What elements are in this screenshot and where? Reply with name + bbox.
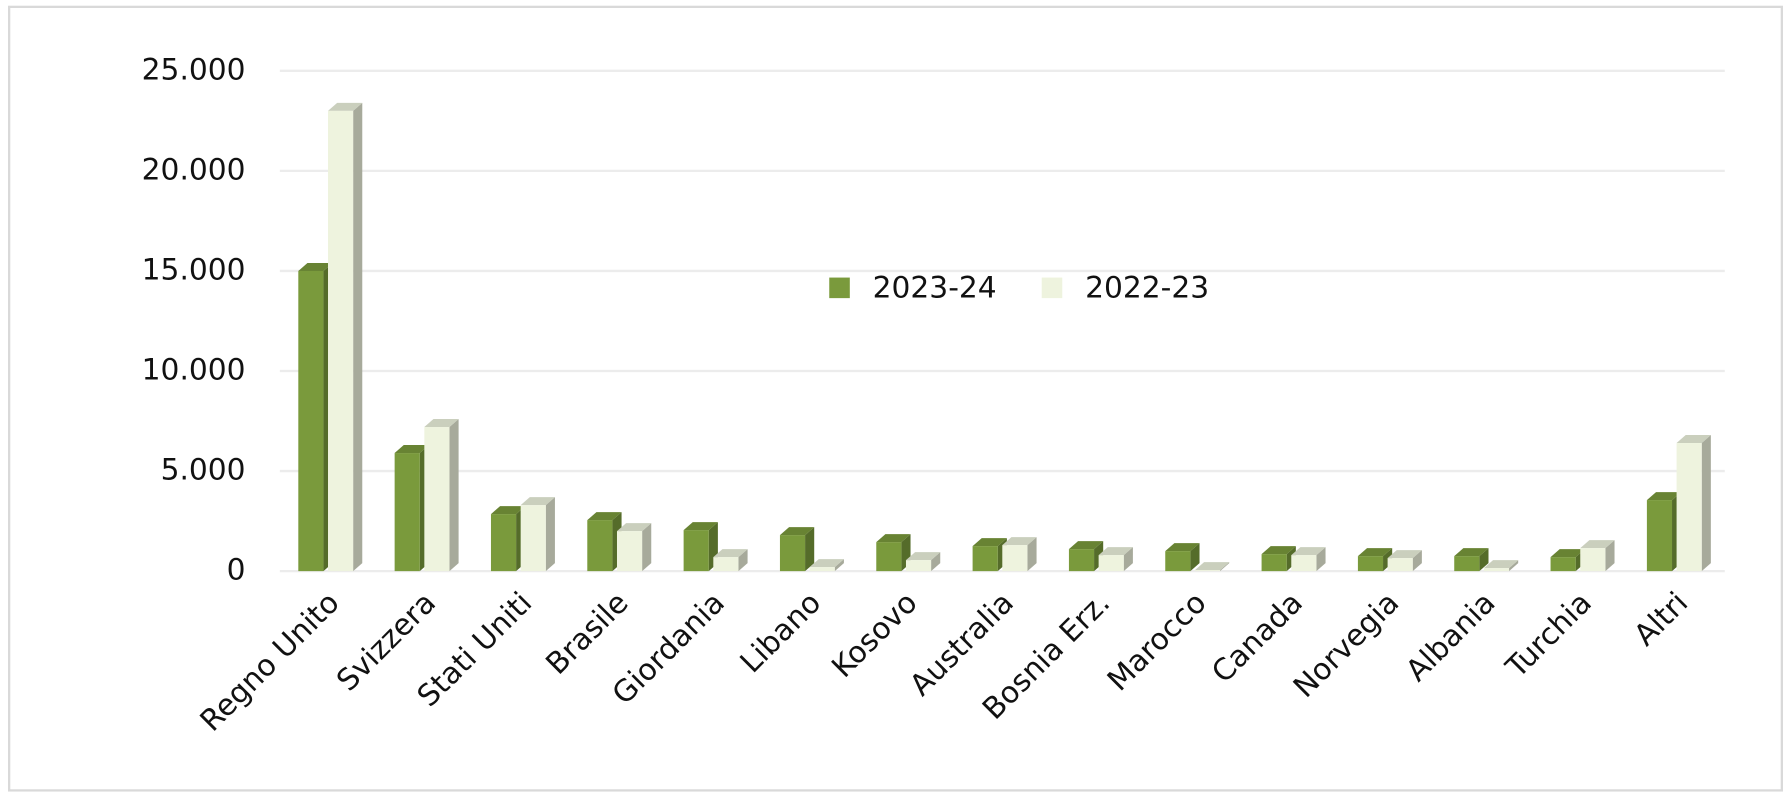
bar-top [328, 102, 363, 111]
bar-side [1605, 540, 1615, 572]
bar [1483, 568, 1510, 572]
bar [972, 546, 998, 572]
bar-top [683, 522, 718, 531]
legend-swatch [829, 277, 850, 299]
bar [1454, 556, 1480, 572]
bar-top [1676, 435, 1711, 444]
bar-top [1357, 548, 1393, 557]
bar-top [1261, 546, 1296, 555]
bar [1387, 558, 1413, 572]
bar-side [353, 102, 363, 572]
bar-top [1098, 547, 1133, 556]
bar [394, 453, 420, 572]
bar [424, 427, 450, 572]
bar-side [1509, 560, 1519, 572]
bar-top [905, 552, 941, 561]
bar [1646, 500, 1673, 572]
bar-top [876, 534, 911, 543]
bar [1550, 557, 1576, 572]
bar [1098, 555, 1124, 572]
bar [490, 514, 517, 572]
bar [520, 505, 546, 572]
bar-top [616, 523, 652, 532]
bar [1194, 570, 1221, 572]
bar-top [713, 549, 748, 558]
bar-top [972, 538, 1007, 547]
y-tick-label: 25.000 [142, 52, 246, 87]
bar-side [931, 552, 941, 572]
bar [683, 530, 709, 572]
bar-side [1316, 547, 1326, 572]
bar-top [1646, 492, 1682, 501]
y-tick-label: 5.000 [161, 453, 246, 488]
bar-side [1701, 435, 1711, 572]
bar-top [1165, 543, 1200, 552]
y-tick-label: 10.000 [142, 353, 246, 388]
bar-side [1123, 547, 1133, 572]
bar-top [1454, 548, 1489, 557]
bar-side [1220, 562, 1230, 572]
legend-label: 2023-24 [873, 270, 997, 305]
bar-top [1483, 560, 1519, 569]
bar-side [1412, 550, 1422, 572]
bar-top [490, 506, 526, 515]
bar-side [805, 527, 815, 572]
bar [779, 535, 806, 572]
bar-side [1479, 548, 1489, 572]
bar-top [779, 527, 815, 536]
bar [1002, 545, 1028, 572]
bar [1261, 554, 1287, 572]
legend-label: 2022-23 [1085, 270, 1209, 305]
bar-side [1027, 537, 1037, 572]
bar-side [642, 523, 652, 572]
bar-side [834, 559, 844, 572]
legend-swatch [1041, 277, 1063, 299]
bar-top [1194, 562, 1230, 571]
bar [298, 270, 324, 572]
bar-top [1387, 550, 1422, 559]
bar [1676, 443, 1702, 572]
bar [616, 531, 643, 572]
bar-top [394, 445, 429, 454]
bar-top [1580, 540, 1615, 549]
bar-side [449, 419, 459, 572]
bar [1068, 549, 1095, 572]
bar [1357, 556, 1384, 572]
y-tick-label: 15.000 [142, 252, 246, 287]
bar-top [1291, 547, 1326, 556]
bar-top [1550, 549, 1585, 558]
bar-top [587, 512, 622, 521]
bar [1580, 548, 1606, 572]
bar [587, 520, 613, 572]
bar [809, 567, 835, 572]
bar-side [1190, 543, 1200, 572]
bar [328, 110, 354, 572]
bar [1165, 551, 1191, 572]
y-tick-label: 20.000 [142, 152, 246, 187]
bar-top [809, 559, 844, 568]
bar-top [1002, 537, 1037, 546]
bar [713, 557, 739, 572]
bar [876, 542, 902, 572]
bar [1291, 555, 1317, 572]
bar [905, 560, 932, 572]
bar-top [424, 419, 459, 428]
bar-top [1068, 541, 1104, 550]
bar-side [738, 549, 748, 572]
bar-side [545, 497, 555, 572]
bar-top [298, 262, 333, 271]
bar-top [520, 497, 555, 506]
y-tick-label: 0 [227, 553, 246, 588]
